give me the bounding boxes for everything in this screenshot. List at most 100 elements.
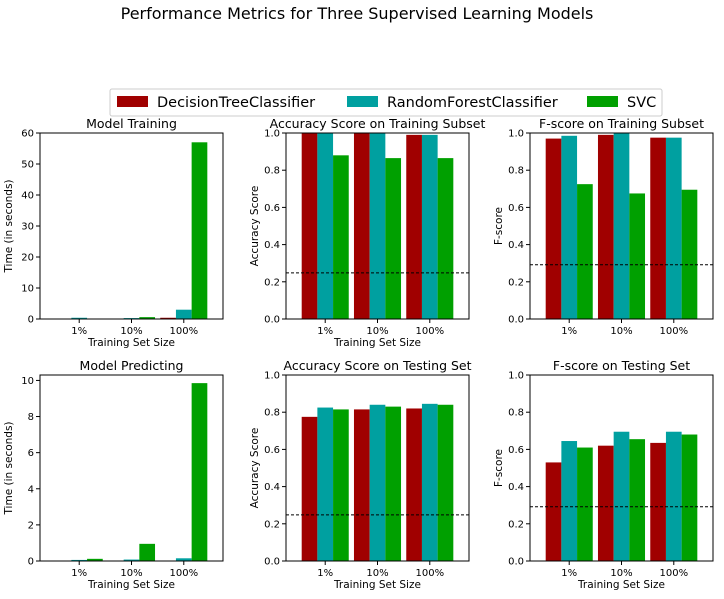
- bar-model-predicting-s1-c0: [71, 559, 88, 561]
- bar-fscore-testing-s0-c1: [597, 445, 614, 561]
- bar-fscore-training-s2-c0: [577, 184, 593, 319]
- xtick-label-model-predicting-0: 1%: [71, 568, 87, 579]
- ytick-label-fscore-testing-2: 0.4: [508, 482, 524, 493]
- bar-fscore-training-s0-c2: [650, 137, 666, 319]
- panel-title-model-training: Model Training: [86, 116, 177, 131]
- ytick-label-model-training-3: 30: [21, 222, 34, 233]
- xtick-label-accuracy-testing-1: 10%: [366, 568, 388, 579]
- xlabel-accuracy-training: Training Set Size: [333, 337, 421, 349]
- bar-fscore-testing-s2-c0: [577, 447, 593, 561]
- xtick-label-fscore-training-1: 10%: [610, 326, 632, 337]
- xtick-label-model-training-1: 10%: [120, 326, 142, 337]
- ytick-label-fscore-training-1: 0.2: [508, 277, 524, 288]
- bar-accuracy-training-s2-c1: [385, 158, 402, 319]
- bar-fscore-training-s2-c1: [629, 193, 646, 319]
- xtick-label-accuracy-training-0: 1%: [317, 326, 333, 337]
- legend-swatch-decisiontree: [117, 96, 148, 107]
- bar-accuracy-testing-s0-c0: [301, 416, 318, 561]
- bar-fscore-training-s0-c0: [545, 138, 562, 319]
- panel-model-predicting: 0 2 4 6 8 10 1% 10% 100% Model Predicting Training…: [3, 358, 224, 591]
- ytick-label-model-predicting-5: 10: [21, 376, 34, 387]
- ytick-label-accuracy-testing-0: 0.0: [264, 557, 280, 568]
- bar-accuracy-training-s0-c0: [301, 133, 318, 319]
- bar-fscore-training-s1-c2: [665, 137, 682, 319]
- ytick-label-model-predicting-0: 0: [28, 557, 34, 568]
- bar-model-training-s2-c2: [191, 142, 208, 319]
- ytick-label-model-training-6: 60: [21, 129, 34, 140]
- panel-model-training: 0 10 20 30 40 50 60 1% 10% 100% Model Training Trai…: [3, 116, 224, 349]
- ylabel-model-training: Time (in seconds): [3, 179, 15, 273]
- panel-title-accuracy-training: Accuracy Score on Training Subset: [270, 116, 486, 131]
- ytick-label-fscore-training-5: 1.0: [508, 129, 524, 140]
- bar-fscore-testing-s2-c2: [681, 434, 698, 561]
- ytick-label-accuracy-training-3: 0.6: [264, 203, 280, 214]
- legend-label-decisiontree: DecisionTreeClassifier: [157, 95, 315, 111]
- ytick-label-accuracy-testing-4: 0.8: [264, 408, 280, 419]
- ytick-label-model-training-5: 50: [21, 160, 34, 171]
- ytick-label-accuracy-training-0: 0.0: [264, 315, 280, 326]
- panel-title-model-predicting: Model Predicting: [80, 358, 184, 373]
- ytick-label-model-predicting-3: 6: [28, 448, 34, 459]
- bar-accuracy-training-s0-c1: [353, 133, 370, 319]
- bar-accuracy-testing-s1-c2: [421, 403, 438, 561]
- xlabel-fscore-testing: Training Set Size: [577, 579, 665, 591]
- bar-model-predicting-s2-c2: [191, 383, 208, 561]
- ytick-label-fscore-training-0: 0.0: [508, 315, 524, 326]
- bar-fscore-training-s2-c2: [681, 189, 698, 319]
- ylabel-accuracy-training: Accuracy Score: [249, 186, 261, 267]
- panel-title-fscore-training: F-score on Training Subset: [539, 116, 704, 131]
- bar-fscore-training-s1-c0: [561, 135, 578, 319]
- bar-accuracy-training-s2-c0: [333, 155, 349, 319]
- bar-accuracy-training-s1-c1: [369, 133, 386, 319]
- bar-fscore-training-s1-c1: [613, 133, 630, 319]
- ytick-label-model-training-2: 20: [21, 253, 34, 264]
- bar-model-predicting-s2-c1: [139, 543, 156, 561]
- panel-fscore-training: 0.0 0.2 0.4 0.6 0.8 1.0 1% 10% 100% F-score on Tr…: [493, 116, 714, 337]
- ytick-label-model-predicting-4: 8: [28, 412, 34, 423]
- bar-model-predicting-s1-c1: [123, 559, 140, 561]
- bar-accuracy-testing-s2-c1: [385, 406, 402, 561]
- panel-title-fscore-testing: F-score on Testing Set: [553, 358, 690, 373]
- xtick-label-accuracy-training-2: 100%: [415, 326, 444, 337]
- xtick-label-accuracy-training-1: 10%: [366, 326, 388, 337]
- xtick-label-fscore-testing-0: 1%: [561, 568, 577, 579]
- panel-accuracy-training: 0.0 0.2 0.4 0.6 0.8 1.0 1% 10% 100% Accuracy Scor…: [249, 116, 485, 349]
- legend-swatch-svc: [587, 96, 618, 107]
- ytick-label-fscore-testing-4: 0.8: [508, 408, 524, 419]
- xtick-label-accuracy-testing-2: 100%: [415, 568, 444, 579]
- figure-title: Performance Metrics for Three Supervised…: [121, 4, 594, 23]
- ytick-label-fscore-training-3: 0.6: [508, 203, 524, 214]
- xtick-label-model-predicting-2: 100%: [169, 568, 198, 579]
- legend-frame: [109, 88, 663, 117]
- xtick-label-model-training-0: 1%: [71, 326, 87, 337]
- bar-accuracy-training-s0-c2: [406, 134, 422, 319]
- legend: DecisionTreeClassifier RandomForestClass…: [109, 88, 663, 117]
- legend-swatch-randomforest: [347, 96, 378, 107]
- ytick-label-model-training-0: 0: [28, 315, 34, 326]
- bar-model-training-s1-c0: [71, 317, 88, 319]
- ytick-label-accuracy-testing-3: 0.6: [264, 445, 280, 456]
- ytick-label-fscore-testing-0: 0.0: [508, 557, 524, 568]
- bar-fscore-testing-s0-c2: [650, 442, 666, 561]
- panel-title-accuracy-testing: Accuracy Score on Testing Set: [283, 358, 471, 373]
- xtick-label-model-predicting-1: 10%: [120, 568, 142, 579]
- bar-accuracy-testing-s1-c1: [369, 404, 386, 561]
- bar-accuracy-testing-s1-c0: [317, 407, 334, 561]
- ylabel-model-predicting: Time (in seconds): [3, 421, 15, 515]
- bar-fscore-testing-s0-c0: [545, 462, 562, 561]
- ylabel-fscore-training: F-score: [493, 207, 505, 245]
- ytick-label-accuracy-training-1: 0.2: [264, 277, 280, 288]
- ytick-label-accuracy-testing-1: 0.2: [264, 519, 280, 530]
- ytick-label-fscore-training-2: 0.4: [508, 240, 524, 251]
- xtick-label-fscore-training-0: 1%: [561, 326, 577, 337]
- ytick-label-accuracy-training-4: 0.8: [264, 166, 280, 177]
- bar-accuracy-testing-s0-c2: [406, 408, 422, 561]
- ylabel-accuracy-testing: Accuracy Score: [249, 428, 261, 509]
- ytick-label-fscore-training-4: 0.8: [508, 166, 524, 177]
- ytick-label-accuracy-training-5: 1.0: [264, 129, 280, 140]
- ylabel-fscore-testing: F-score: [493, 449, 505, 487]
- ytick-label-model-predicting-2: 4: [28, 484, 34, 495]
- ytick-label-accuracy-testing-5: 1.0: [264, 371, 280, 382]
- ytick-label-model-training-4: 40: [21, 191, 34, 202]
